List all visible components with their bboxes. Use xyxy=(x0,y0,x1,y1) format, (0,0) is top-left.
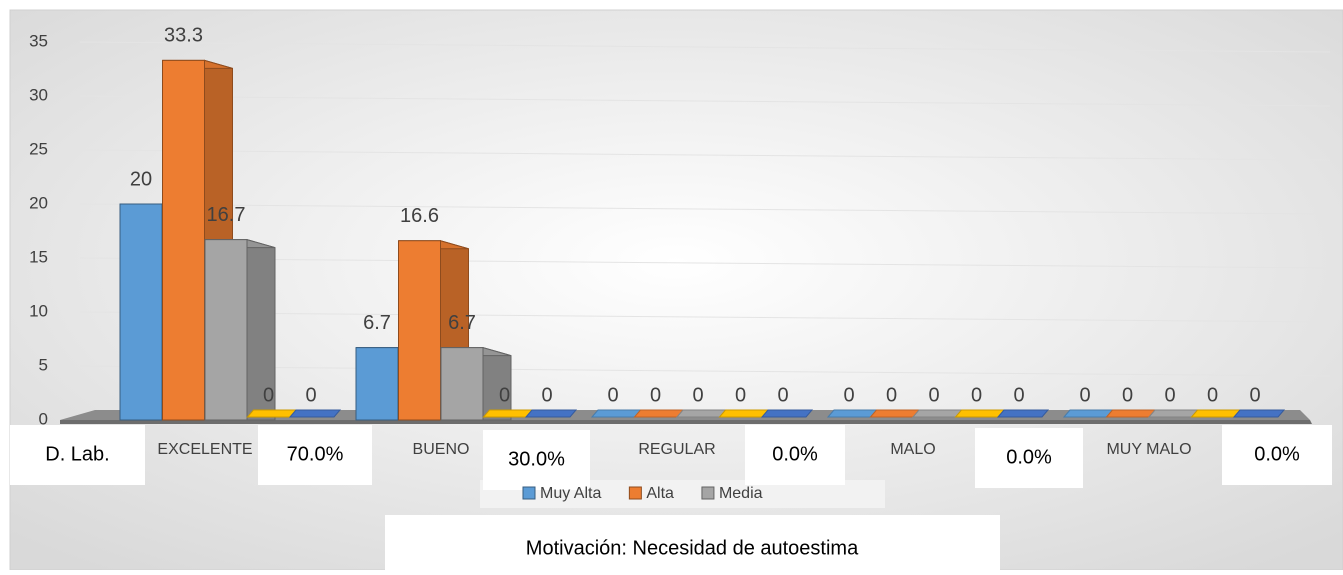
label-box xyxy=(1222,425,1332,485)
x-tick-label: EXCELENTE xyxy=(157,441,252,458)
box-label: 30.0% xyxy=(508,448,565,470)
legend-label: Muy Alta xyxy=(540,485,601,502)
y-tick-label: 30 xyxy=(29,85,48,104)
bar xyxy=(718,409,771,418)
bar xyxy=(1232,409,1286,418)
bar xyxy=(398,240,441,421)
data-label: 0 xyxy=(1122,384,1133,406)
bar xyxy=(288,409,342,418)
bar xyxy=(482,409,535,418)
y-tick-label: 15 xyxy=(29,247,48,266)
data-label: 20 xyxy=(130,168,152,190)
data-label: 0 xyxy=(1079,384,1090,406)
bar xyxy=(869,409,922,418)
bar xyxy=(1147,409,1201,418)
label-box xyxy=(10,425,145,485)
box-label: 0.0% xyxy=(1006,446,1052,468)
data-label: 0 xyxy=(1249,384,1260,406)
data-label: 0 xyxy=(1207,384,1218,406)
data-label: 0 xyxy=(499,384,510,406)
data-label: 0 xyxy=(886,384,897,406)
data-label: 16.6 xyxy=(400,205,439,227)
data-label: 0 xyxy=(843,384,854,406)
legend-label: Media xyxy=(719,485,763,502)
data-label: 0 xyxy=(1164,384,1175,406)
data-label: 0 xyxy=(971,384,982,406)
bar xyxy=(1105,409,1158,418)
data-label: 0 xyxy=(305,384,316,406)
y-tick-label: 10 xyxy=(29,301,48,320)
data-label: 0 xyxy=(777,384,788,406)
y-tick-label: 25 xyxy=(29,139,48,158)
bar xyxy=(246,409,299,418)
bar xyxy=(355,347,399,421)
bar xyxy=(204,239,248,421)
bar xyxy=(1190,409,1243,418)
data-label: 0 xyxy=(263,384,274,406)
box-label: 0.0% xyxy=(772,443,818,465)
y-tick-label: 5 xyxy=(39,355,48,374)
bar xyxy=(633,409,686,418)
y-tick-label: 35 xyxy=(29,31,48,50)
data-label: 16.7 xyxy=(207,204,246,226)
title-box xyxy=(385,515,1000,570)
label-box xyxy=(975,428,1083,488)
grid-line xyxy=(79,311,1331,323)
data-label: 6.7 xyxy=(363,312,391,334)
data-label: 0 xyxy=(1013,384,1024,406)
x-tick-label: REGULAR xyxy=(638,441,715,458)
bar xyxy=(760,409,814,418)
data-label: 0 xyxy=(607,384,618,406)
grid-line xyxy=(79,41,1331,53)
grid-line xyxy=(79,95,1331,107)
data-label: 0 xyxy=(735,384,746,406)
data-label: 33.3 xyxy=(164,25,203,47)
y-tick-label: 20 xyxy=(29,193,48,212)
data-label: 0 xyxy=(541,384,552,406)
floor-edge xyxy=(60,420,1312,424)
legend-label: Alta xyxy=(646,485,674,502)
chart-title: Motivación: Necesidad de autoestima xyxy=(526,537,859,559)
bar xyxy=(954,409,1007,418)
data-label: 0 xyxy=(650,384,661,406)
grid-line xyxy=(79,203,1331,215)
label-box xyxy=(258,425,372,485)
grid-line xyxy=(79,257,1331,269)
box-label: D. Lab. xyxy=(45,443,109,465)
box-label: 70.0% xyxy=(287,443,344,465)
data-label: 0 xyxy=(692,384,703,406)
bar xyxy=(1062,409,1116,418)
label-box xyxy=(745,425,845,485)
y-tick-label: 0 xyxy=(39,409,48,428)
grid-line xyxy=(79,365,1331,377)
box-label: 0.0% xyxy=(1254,443,1300,465)
bar xyxy=(162,59,205,421)
bar xyxy=(524,409,578,418)
legend-swatch xyxy=(701,486,715,500)
data-label: 0 xyxy=(928,384,939,406)
x-tick-label: MUY MALO xyxy=(1106,441,1191,458)
legend-swatch xyxy=(628,486,642,500)
bar xyxy=(996,409,1050,418)
grid-line xyxy=(79,149,1331,161)
label-box xyxy=(483,430,590,490)
bar xyxy=(911,409,965,418)
bar xyxy=(675,409,729,418)
bar xyxy=(119,203,163,421)
x-tick-label: MALO xyxy=(890,441,935,458)
bar xyxy=(826,409,880,418)
data-label: 6.7 xyxy=(448,312,476,334)
legend-swatch xyxy=(522,486,536,500)
bar xyxy=(440,347,484,421)
bar xyxy=(590,409,644,418)
x-tick-label: BUENO xyxy=(413,441,470,458)
